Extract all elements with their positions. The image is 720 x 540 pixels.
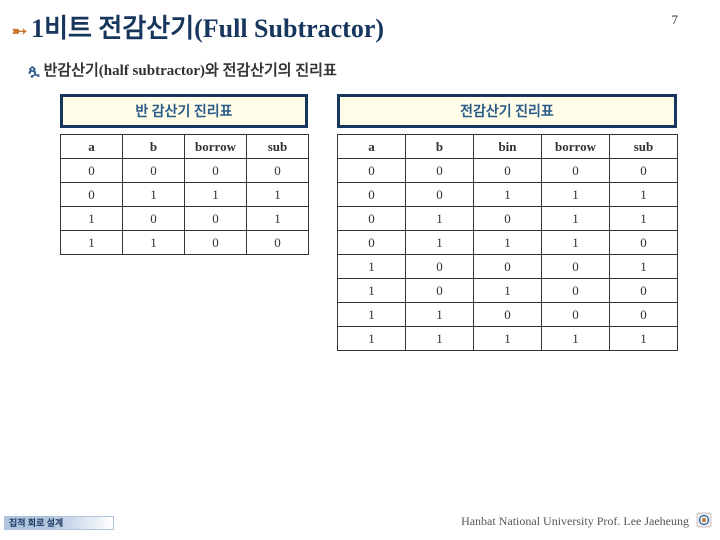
table-row: 1001 [61,207,309,231]
half-subtractor-table: 반 감산기 진리표 a b borrow sub 0000 0111 1001 … [60,94,309,351]
table-row: 0000 [61,159,309,183]
table-header-row: a b borrow sub [61,135,309,159]
table-row: 11000 [338,303,678,327]
arrow-icon: ➸ [12,21,27,41]
col-header: a [338,135,406,159]
table-row: 01110 [338,231,678,255]
table-row: 10100 [338,279,678,303]
footer-attribution: Hanbat National University Prof. Lee Jae… [461,512,712,532]
tables-container: 반 감산기 진리표 a b borrow sub 0000 0111 1001 … [0,86,720,351]
university-logo-icon [696,512,712,532]
full-subtractor-table: 전감산기 진리표 a b bin borrow sub 00000 00111 … [337,94,678,351]
table-row: 1100 [61,231,309,255]
title-text: 1비트 전감산기(Full Subtractor) [31,14,384,43]
footer-right-text: Hanbat National University Prof. Lee Jae… [461,514,689,528]
table-row: 00000 [338,159,678,183]
col-header: borrow [542,135,610,159]
table-row: 10001 [338,255,678,279]
full-table: a b bin borrow sub 00000 00111 01011 011… [337,134,678,351]
subtitle: ጷ반감산기(half subtractor)와 전감산기의 진리표 [0,49,720,86]
table-row: 11111 [338,327,678,351]
table-row: 00111 [338,183,678,207]
full-table-caption: 전감산기 진리표 [337,94,677,128]
half-table-caption: 반 감산기 진리표 [60,94,308,128]
subtitle-text: 반감산기(half subtractor)와 전감산기의 진리표 [44,63,337,79]
table-row: 0111 [61,183,309,207]
page-title: ➸1비트 전감산기(Full Subtractor) [0,0,720,49]
footer-left-label: 집적 회로 설계 [4,516,114,530]
col-header: bin [474,135,542,159]
col-header: b [123,135,185,159]
col-header: b [406,135,474,159]
page-number: 7 [672,12,679,28]
half-table: a b borrow sub 0000 0111 1001 1100 [60,134,309,255]
bullet-icon: ጷ [28,63,40,79]
table-header-row: a b bin borrow sub [338,135,678,159]
footer: 집적 회로 설계 Hanbat National University Prof… [0,510,720,534]
col-header: sub [247,135,309,159]
col-header: a [61,135,123,159]
col-header: sub [610,135,678,159]
col-header: borrow [185,135,247,159]
table-row: 01011 [338,207,678,231]
